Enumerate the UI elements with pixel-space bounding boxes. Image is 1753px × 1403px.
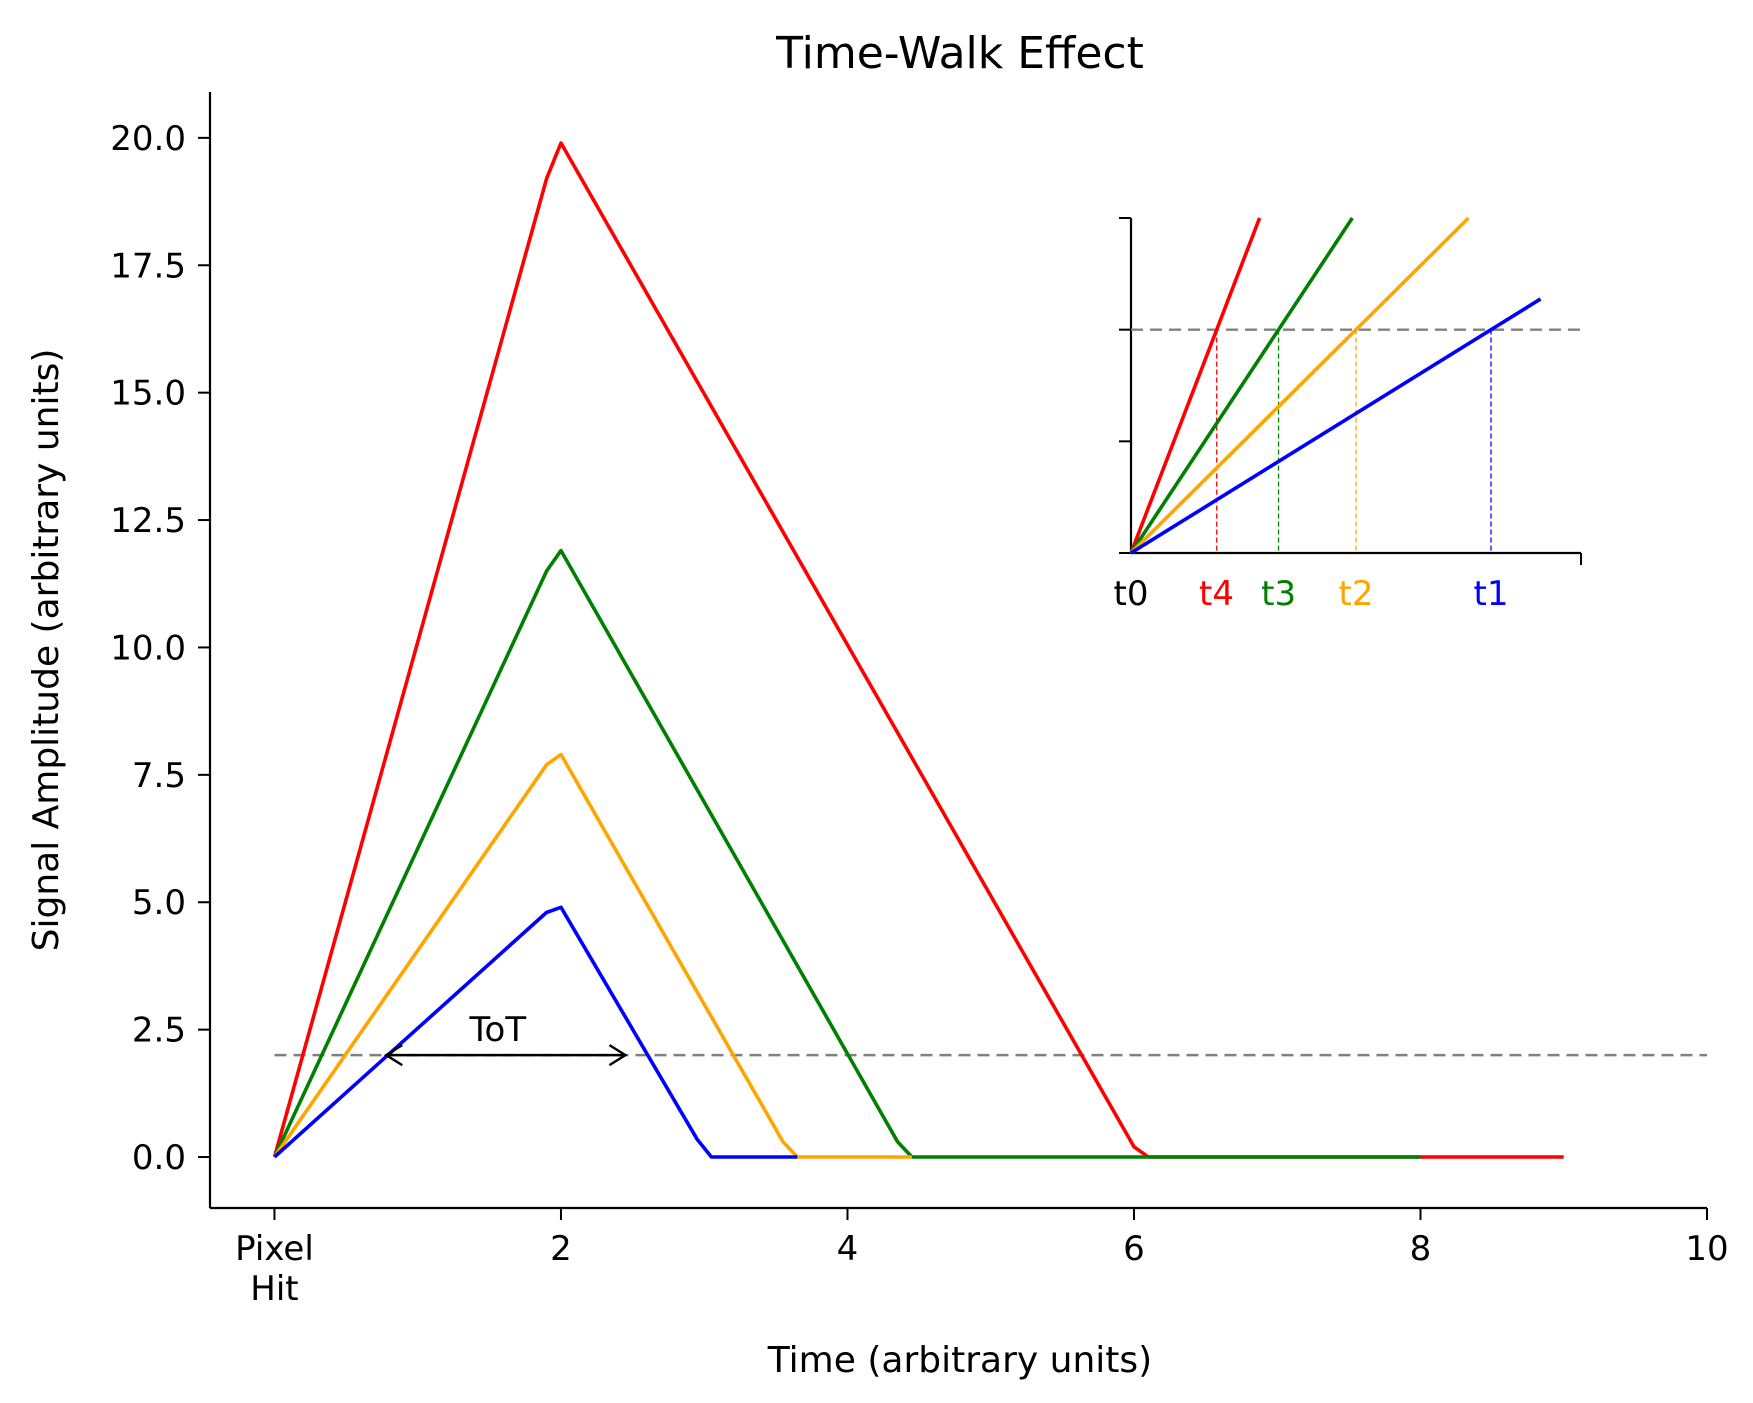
inset-plot-area: t0 t4 t3 t2 t1 xyxy=(1114,216,1582,614)
tot-arrow-head-right xyxy=(608,1044,628,1067)
inset-rise-line xyxy=(1130,297,1542,555)
x-tick-label: Hit xyxy=(250,1269,298,1309)
y-tick-label: 17.5 xyxy=(110,246,186,286)
x-tick-label: 8 xyxy=(1410,1229,1432,1269)
x-tick-label: 2 xyxy=(550,1229,572,1269)
y-tick-label: 0.0 xyxy=(132,1138,186,1178)
chart-title: Time-Walk Effect xyxy=(775,28,1144,79)
y-tick-label: 15.0 xyxy=(110,374,186,414)
y-tick-label: 10.0 xyxy=(110,628,186,668)
inset-time-label: t1 xyxy=(1474,574,1509,614)
inset-rise-line xyxy=(1129,217,1354,554)
inset-time-label: t2 xyxy=(1339,574,1374,614)
x-tick-label: 4 xyxy=(837,1229,859,1269)
inset-rise-line xyxy=(1129,217,1262,554)
signal-series-line xyxy=(273,905,798,1159)
x-tick-label: 10 xyxy=(1685,1229,1728,1269)
y-tick-label: 7.5 xyxy=(132,756,186,796)
y-axis-label: Signal Amplitude (arbitrary units) xyxy=(26,349,67,952)
inset-time-label: t0 xyxy=(1114,574,1149,614)
x-tick-label: 6 xyxy=(1123,1229,1145,1269)
tot-arrow-head-left xyxy=(383,1044,403,1067)
inset-time-label: t4 xyxy=(1199,574,1234,614)
signal-series-line xyxy=(273,752,912,1159)
tot-label: ToT xyxy=(469,1010,527,1050)
y-tick-label: 5.0 xyxy=(132,883,186,923)
x-axis-label: Time (arbitrary units) xyxy=(767,1340,1152,1381)
y-tick-label: 12.5 xyxy=(110,501,186,541)
main-plot-area: 0.0 2.5 5.0 7.5 10.0 12.5 15.0 17.5 20.0 PixelHit… xyxy=(110,92,1729,1309)
inset-rise-line xyxy=(1129,216,1470,555)
inset-time-label: t3 xyxy=(1261,574,1296,614)
y-tick-label: 2.5 xyxy=(132,1011,186,1051)
signal-series-line xyxy=(272,141,1564,1159)
signal-series-line xyxy=(272,548,1421,1159)
y-tick-label: 20.0 xyxy=(110,119,186,159)
x-tick-label: Pixel xyxy=(235,1229,314,1269)
